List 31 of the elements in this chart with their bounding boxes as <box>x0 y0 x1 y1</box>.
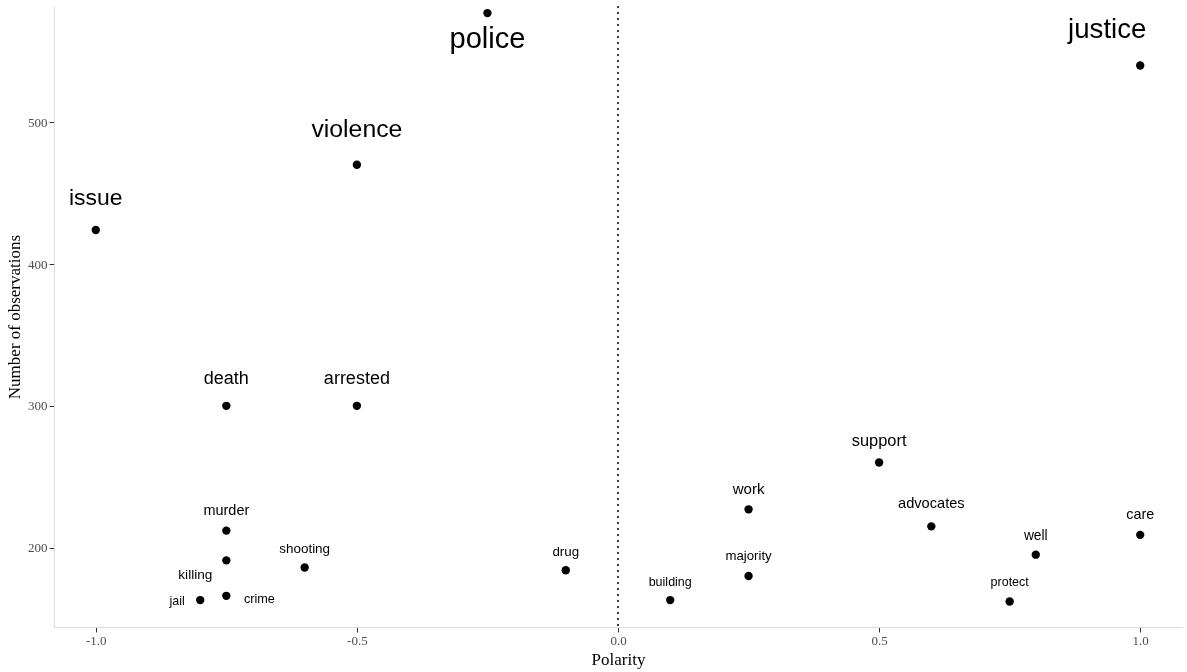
annotation: killing <box>178 567 213 583</box>
x-tick-label: -1.0 <box>85 632 107 648</box>
annotation: violence <box>311 114 403 142</box>
annotation: support <box>851 430 907 449</box>
annotation: justice <box>1067 12 1147 44</box>
annotation: issue <box>68 184 123 211</box>
annotation: jail <box>168 594 185 609</box>
annotation: shooting <box>279 541 331 557</box>
annotation: drug <box>552 544 580 560</box>
annotation: crime <box>243 591 275 606</box>
annotation: care <box>1126 505 1155 522</box>
annotation: arrested <box>323 367 390 388</box>
annotation: police <box>449 22 526 55</box>
annotation: murder <box>203 501 250 518</box>
y-tick-label: 200 <box>28 540 48 556</box>
y-axis-title: Number of observations <box>5 234 24 400</box>
y-tick-label: 400 <box>28 256 48 272</box>
annotation: majority <box>725 547 773 563</box>
x-tick-label: -0.5 <box>347 632 368 648</box>
y-tick-label: 300 <box>28 398 48 414</box>
annotation: death <box>203 367 249 388</box>
annotation: protect <box>990 575 1030 590</box>
x-tick-label: 1.0 <box>1132 632 1149 648</box>
x-axis-title: Polarity <box>591 649 646 669</box>
y-tick-label: 500 <box>28 114 48 130</box>
annotation: building <box>648 575 692 590</box>
annotation: well <box>1022 527 1048 543</box>
annotation: work <box>731 480 765 498</box>
x-tick-label: 0.0 <box>610 632 627 648</box>
annotation: advocates <box>898 495 965 512</box>
x-tick-label: 0.5 <box>871 632 888 648</box>
